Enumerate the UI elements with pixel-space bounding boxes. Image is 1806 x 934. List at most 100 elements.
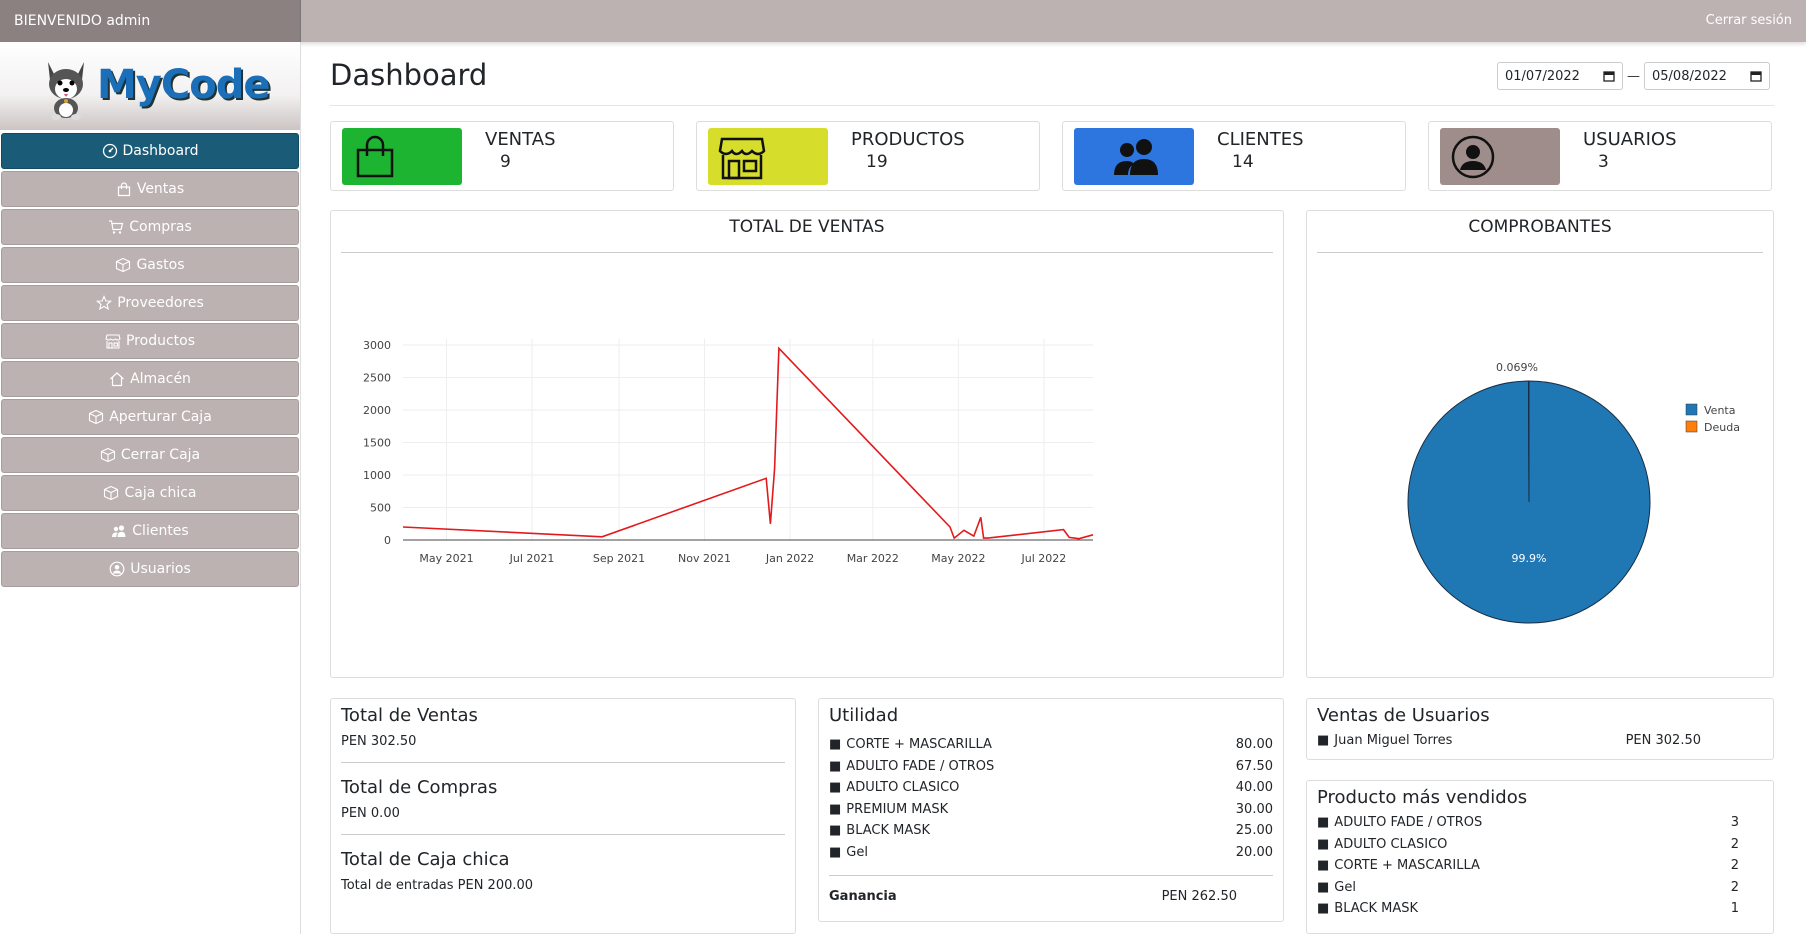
sidebar-item-label: Ventas: [136, 181, 185, 197]
calendar-icon[interactable]: [1750, 70, 1762, 82]
stat-label: CLIENTES: [1217, 129, 1304, 150]
sidebar-menu: Dashboard Ventas Compras Gastos Proveedores P…: [0, 130, 300, 587]
star-icon: [96, 295, 113, 311]
total-compras-title: Total de Compras: [341, 777, 498, 798]
divider: [829, 875, 1273, 876]
list-item: ADULTO CLASICO 2: [1317, 834, 1763, 856]
sidebar-item-proveedores[interactable]: Proveedores: [1, 285, 299, 321]
sidebar-item-aperturar-caja[interactable]: Aperturar Caja: [1, 399, 299, 435]
pie-label-venta: 99.9%: [1512, 552, 1547, 565]
date-range: 01/07/2022 — 05/08/2022: [1497, 62, 1770, 90]
x-tick-label: Jul 2021: [509, 552, 555, 565]
stat-value: 19: [866, 152, 888, 172]
sidebar-item-compras[interactable]: Compras: [1, 209, 299, 245]
y-tick-label: 1500: [363, 437, 391, 450]
welcome-text: BIENVENIDO admin: [0, 0, 301, 42]
mas-vendidos-list: ADULTO FADE / OTROS3ADULTO CLASICO2CORTE…: [1317, 812, 1763, 920]
total-compras-value: PEN 0.00: [341, 806, 400, 821]
stat-icon-box: [1074, 128, 1194, 185]
top-bar: BIENVENIDO admin Cerrar sesión: [0, 0, 1806, 42]
sales-line-chart[interactable]: 0 500 1000 1500 2000 2500 3000 May 2021 Jul 2021…: [331, 255, 1283, 675]
list-item: BLACK MASK 1: [1317, 898, 1763, 920]
sidebar-item-dashboard[interactable]: Dashboard: [1, 133, 299, 169]
legend-swatch: [1685, 420, 1698, 433]
stat-label: PRODUCTOS: [851, 129, 965, 150]
item-name: ADULTO FADE / OTROS: [1317, 815, 1482, 830]
date-to-input[interactable]: 05/08/2022: [1644, 62, 1770, 90]
date-to-value: 05/08/2022: [1652, 68, 1727, 84]
sales-chart-title: TOTAL DE VENTAS: [341, 211, 1273, 253]
item-name: Juan Miguel Torres: [1317, 733, 1452, 748]
sidebar-item-label: Compras: [129, 219, 192, 235]
comprobantes-pie-chart[interactable]: 99.9% 0.069% Venta Deuda: [1307, 255, 1773, 675]
sidebar-item-gastos[interactable]: Gastos: [1, 247, 299, 283]
house-icon: [110, 372, 124, 387]
item-name: BLACK MASK: [1317, 901, 1418, 916]
x-tick-label: May 2021: [419, 552, 473, 565]
item-name: CORTE + MASCARILLA: [829, 737, 992, 752]
divider: [341, 834, 785, 835]
stat-card-ventas[interactable]: VENTAS 9: [330, 121, 674, 191]
husky-mascot-icon: [48, 62, 84, 120]
stat-card-productos[interactable]: PRODUCTOS 19: [696, 121, 1040, 191]
title-divider: [330, 105, 1774, 106]
sidebar-item-clientes[interactable]: Clientes: [1, 513, 299, 549]
utilidad-list: CORTE + MASCARILLA 80.00 ADULTO FADE / OTR…: [829, 734, 1273, 863]
stat-card-clientes[interactable]: CLIENTES 14: [1062, 121, 1406, 191]
date-separator: —: [1627, 68, 1640, 84]
y-tick-label: 2500: [363, 372, 391, 385]
brand-name: MyCode: [97, 62, 270, 108]
box-icon: [116, 257, 131, 273]
x-tick-label: Nov 2021: [678, 552, 731, 565]
ventas-usuarios-title: Ventas de Usuarios: [1317, 705, 1490, 726]
sidebar-item-label: Proveedores: [117, 295, 204, 311]
stat-icon-box: [708, 128, 828, 185]
item-value: 67.50: [1235, 758, 1273, 774]
bag-icon: [356, 135, 394, 177]
y-tick-label: 0: [384, 534, 391, 547]
item-value: 3: [1730, 815, 1739, 831]
date-from-input[interactable]: 01/07/2022: [1497, 62, 1623, 90]
pie-chart-title: COMPROBANTES: [1317, 211, 1763, 253]
sidebar-item-label: Usuarios: [130, 561, 191, 577]
calendar-icon[interactable]: [1603, 70, 1615, 82]
item-value: 40.00: [1235, 780, 1273, 796]
x-tick-label: Jul 2022: [1021, 552, 1067, 565]
list-item: ADULTO FADE / OTROS 3: [1317, 812, 1763, 834]
total-caja-value: Total de entradas PEN 200.00: [341, 878, 534, 893]
list-item: ADULTO CLASICO 40.00: [829, 777, 1273, 799]
item-value: 2: [1730, 836, 1739, 852]
box-icon: [100, 447, 115, 463]
sidebar-item-label: Caja chica: [124, 485, 197, 501]
sidebar-item-caja-chica[interactable]: Caja chica: [1, 475, 299, 511]
sidebar-item-almacén[interactable]: Almacén: [1, 361, 299, 397]
box-icon: [104, 485, 119, 501]
user-circle-icon: [1451, 135, 1495, 178]
sidebar-item-usuarios[interactable]: Usuarios: [1, 551, 299, 587]
sales-series-line: [402, 346, 1094, 540]
ganancia-value: PEN 262.50: [1161, 889, 1237, 905]
brand-logo[interactable]: MyCode: [0, 42, 300, 130]
x-tick-label: May 2022: [931, 552, 985, 565]
legend-label: Venta: [1704, 404, 1735, 417]
y-tick-label: 500: [370, 502, 391, 515]
ventas-usuarios-box: Ventas de Usuarios Juan Miguel Torres PEN…: [1306, 698, 1774, 760]
stat-card-usuarios[interactable]: USUARIOS 3: [1428, 121, 1772, 191]
item-name: ADULTO CLASICO: [829, 780, 959, 795]
sidebar-item-productos[interactable]: Productos: [1, 323, 299, 359]
sidebar-item-cerrar-caja[interactable]: Cerrar Caja: [1, 437, 299, 473]
user-circle-icon: [109, 561, 125, 577]
list-item: BLACK MASK 25.00: [829, 820, 1273, 842]
y-tick-label: 3000: [363, 339, 391, 352]
stat-value: 14: [1232, 152, 1254, 172]
stat-label: VENTAS: [485, 129, 556, 150]
ganancia-label: Ganancia: [829, 889, 897, 905]
total-caja-title: Total de Caja chica: [341, 849, 510, 870]
page-title: Dashboard: [330, 58, 488, 92]
item-name: Gel: [829, 845, 868, 860]
logout-link[interactable]: Cerrar sesión: [1705, 13, 1792, 28]
date-from-value: 01/07/2022: [1505, 68, 1580, 84]
ventas-usuarios-list: Juan Miguel Torres PEN 302.50: [1317, 730, 1763, 752]
legend-swatch: [1685, 403, 1698, 416]
sidebar-item-ventas[interactable]: Ventas: [1, 171, 299, 207]
